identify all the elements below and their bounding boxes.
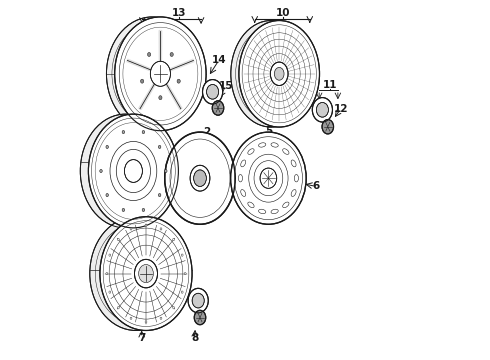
Ellipse shape [322, 120, 334, 134]
Ellipse shape [283, 202, 289, 208]
Ellipse shape [158, 145, 161, 148]
Ellipse shape [80, 114, 171, 228]
Ellipse shape [271, 209, 278, 213]
Ellipse shape [248, 149, 254, 154]
Text: 11: 11 [322, 80, 337, 90]
Ellipse shape [239, 21, 319, 127]
Ellipse shape [150, 61, 171, 86]
Ellipse shape [170, 53, 173, 57]
Ellipse shape [194, 310, 206, 325]
Ellipse shape [173, 307, 174, 309]
Text: 13: 13 [172, 8, 187, 18]
Ellipse shape [192, 293, 204, 308]
Text: 10: 10 [275, 8, 290, 18]
Ellipse shape [160, 317, 162, 319]
Ellipse shape [181, 291, 183, 293]
Ellipse shape [106, 194, 108, 197]
Ellipse shape [88, 114, 178, 228]
Ellipse shape [106, 145, 108, 148]
Polygon shape [139, 81, 156, 109]
Ellipse shape [260, 168, 277, 188]
Ellipse shape [248, 202, 254, 208]
Ellipse shape [173, 238, 174, 240]
Ellipse shape [241, 190, 245, 197]
Ellipse shape [122, 130, 124, 134]
Ellipse shape [259, 209, 266, 213]
Ellipse shape [241, 160, 245, 167]
Text: 8: 8 [191, 333, 198, 343]
Ellipse shape [141, 79, 144, 83]
Ellipse shape [231, 21, 312, 127]
Ellipse shape [109, 254, 111, 256]
Text: 3: 3 [185, 193, 192, 203]
Ellipse shape [271, 143, 278, 147]
Text: 9: 9 [191, 291, 198, 301]
Ellipse shape [312, 98, 333, 122]
Ellipse shape [145, 321, 147, 323]
Ellipse shape [134, 259, 157, 288]
Ellipse shape [142, 208, 145, 212]
Ellipse shape [212, 101, 224, 115]
Ellipse shape [122, 208, 124, 212]
Text: 12: 12 [334, 104, 348, 114]
Ellipse shape [317, 103, 328, 117]
Ellipse shape [160, 228, 162, 230]
Ellipse shape [124, 159, 143, 183]
Ellipse shape [231, 132, 306, 224]
Ellipse shape [106, 273, 108, 275]
Ellipse shape [100, 170, 102, 172]
Ellipse shape [270, 62, 288, 86]
Ellipse shape [291, 160, 296, 167]
Polygon shape [168, 59, 194, 72]
Polygon shape [165, 81, 182, 109]
Ellipse shape [109, 291, 111, 293]
Ellipse shape [118, 238, 119, 240]
Text: 7: 7 [138, 333, 146, 343]
Text: 2: 2 [203, 127, 210, 137]
Ellipse shape [177, 79, 180, 83]
Ellipse shape [90, 217, 182, 330]
Ellipse shape [165, 132, 235, 224]
Ellipse shape [207, 85, 219, 99]
Ellipse shape [259, 143, 266, 147]
Text: 5: 5 [265, 126, 272, 136]
Text: 14: 14 [211, 55, 226, 66]
Ellipse shape [142, 130, 145, 134]
Ellipse shape [118, 307, 119, 309]
Ellipse shape [274, 67, 284, 80]
Ellipse shape [147, 53, 151, 57]
Text: 15: 15 [219, 81, 233, 91]
Ellipse shape [145, 224, 147, 226]
Ellipse shape [181, 254, 183, 256]
Ellipse shape [238, 175, 243, 182]
Ellipse shape [291, 190, 296, 197]
Ellipse shape [115, 17, 206, 131]
Text: 4: 4 [227, 162, 234, 172]
Ellipse shape [165, 170, 167, 172]
Ellipse shape [190, 165, 210, 191]
Ellipse shape [194, 170, 206, 186]
Polygon shape [127, 59, 153, 72]
Ellipse shape [139, 265, 153, 283]
Ellipse shape [106, 17, 198, 131]
Ellipse shape [283, 149, 289, 154]
Ellipse shape [294, 175, 298, 182]
Polygon shape [159, 31, 162, 64]
Text: 1: 1 [101, 188, 108, 198]
Ellipse shape [130, 317, 132, 319]
Ellipse shape [100, 217, 192, 330]
Ellipse shape [158, 194, 161, 197]
Text: 6: 6 [313, 181, 320, 192]
Ellipse shape [159, 96, 162, 100]
Ellipse shape [184, 273, 186, 275]
Ellipse shape [188, 288, 208, 313]
Ellipse shape [202, 80, 222, 104]
Ellipse shape [130, 228, 132, 230]
